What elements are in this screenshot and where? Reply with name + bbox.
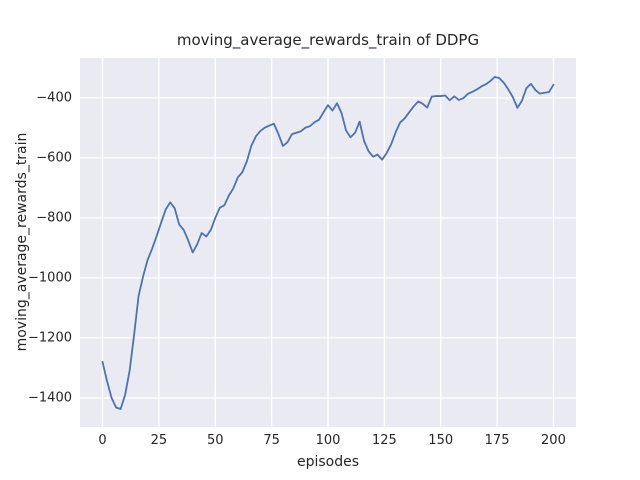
y-tick-label: −1200 [28,330,72,346]
x-tick-label: 150 [428,433,454,448]
x-tick-label: 25 [150,433,168,448]
y-tick-label: −1400 [28,390,72,406]
y-tick-label: −400 [36,90,72,106]
y-tick-label: −600 [36,150,72,166]
y-axis-label: moving_average_rewards_train [14,132,30,352]
y-tick-label: −1000 [28,270,72,286]
x-tick-label: 125 [371,433,397,448]
x-tick-label: 50 [206,433,224,448]
line-plot-svg [80,57,576,428]
chart-title: moving_average_rewards_train of DDPG [176,31,480,49]
x-tick-label: 200 [541,433,566,448]
reward-curve [101,75,555,410]
x-tick-label: 100 [315,433,341,448]
y-tick-label: −800 [36,210,72,226]
x-tick-label: 0 [98,433,107,448]
x-tick-label: 175 [484,433,510,448]
x-tick-label: 75 [263,433,280,448]
plot-area [80,57,576,428]
x-axis-label: episodes [296,454,360,470]
